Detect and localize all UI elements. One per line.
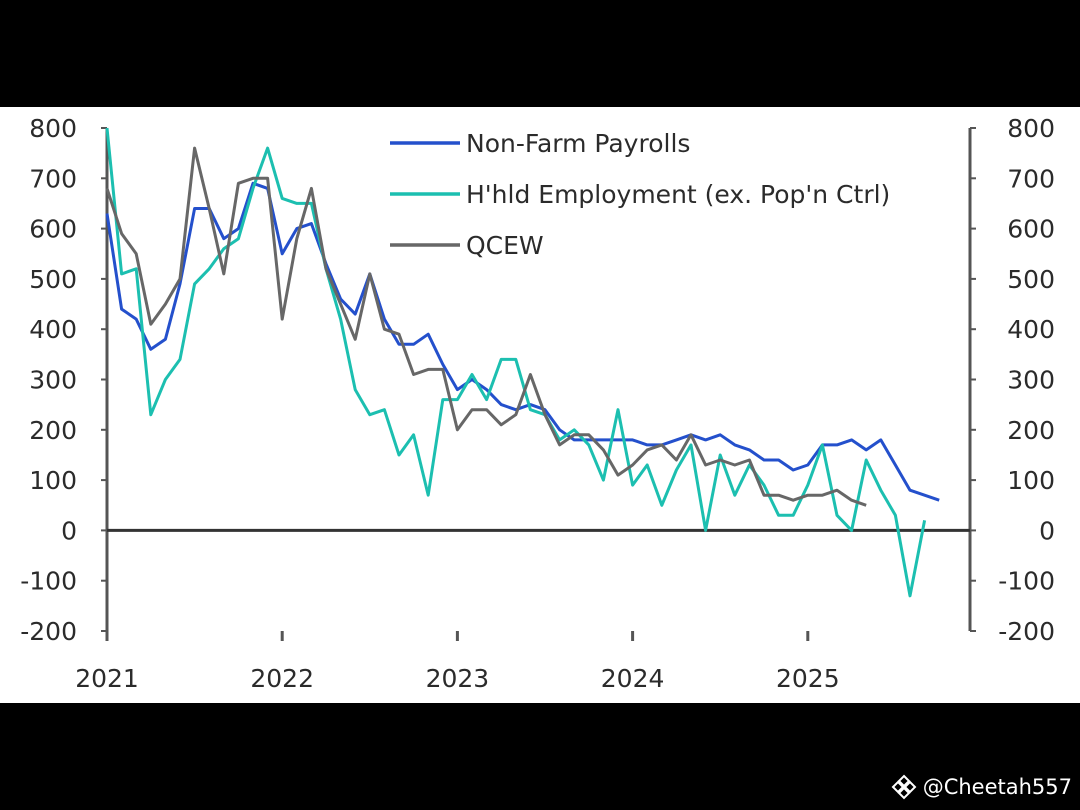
binance-logo-icon (891, 774, 917, 800)
legend-label-2: QCEW (466, 231, 544, 260)
x-tick-label: 2022 (250, 664, 314, 693)
y-tick-label-left: 0 (61, 516, 77, 545)
y-tick-label-left: 800 (29, 114, 77, 143)
y-tick-label-right: 100 (1007, 466, 1055, 495)
y-tick-label-right: -200 (998, 617, 1055, 646)
watermark: @Cheetah557 (891, 774, 1072, 800)
y-tick-label-right: 300 (1007, 366, 1055, 395)
y-tick-label-right: 500 (1007, 265, 1055, 294)
x-tick-label: 2023 (426, 664, 490, 693)
y-tick-label-left: 400 (29, 315, 77, 344)
watermark-handle: @Cheetah557 (922, 775, 1072, 799)
y-tick-label-left: 600 (29, 215, 77, 244)
y-tick-label-left: 100 (29, 466, 77, 495)
y-tick-label-right: 800 (1007, 114, 1055, 143)
series-line-1 (105, 127, 927, 598)
y-tick-label-left: 300 (29, 366, 77, 395)
y-tick-label-left: 200 (29, 416, 77, 445)
series-lines (105, 127, 940, 598)
y-tick-label-right: -100 (998, 567, 1055, 596)
axes: 800 800 700 700 600 600 500 500 400 400 300 300 200 2… (20, 114, 1055, 693)
line-chart: 800 800 700 700 600 600 500 500 400 400 300 300 200 2… (20, 114, 1055, 693)
series-line-0 (105, 181, 940, 502)
x-tick-label: 2024 (601, 664, 665, 693)
y-tick-label-left: 700 (29, 164, 77, 193)
legend-label-1: H'hld Employment (ex. Pop'n Ctrl) (466, 180, 890, 209)
x-tick-label: 2025 (776, 664, 840, 693)
y-tick-label-right: 0 (1039, 516, 1055, 545)
y-tick-label-right: 700 (1007, 164, 1055, 193)
y-tick-label-right: 200 (1007, 416, 1055, 445)
y-tick-label-right: 600 (1007, 215, 1055, 244)
legend-label-0: Non-Farm Payrolls (466, 129, 690, 158)
legend: Non-Farm Payrolls H'hld Employment (ex. P… (390, 129, 890, 260)
y-tick-label-right: 400 (1007, 315, 1055, 344)
y-tick-label-left: 500 (29, 265, 77, 294)
y-tick-label-left: -100 (20, 567, 77, 596)
chart-panel: 800 800 700 700 600 600 500 500 400 400 300 300 200 2… (0, 107, 1080, 703)
y-tick-label-left: -200 (20, 617, 77, 646)
x-tick-label: 2021 (75, 664, 139, 693)
series-line-2 (105, 146, 867, 507)
